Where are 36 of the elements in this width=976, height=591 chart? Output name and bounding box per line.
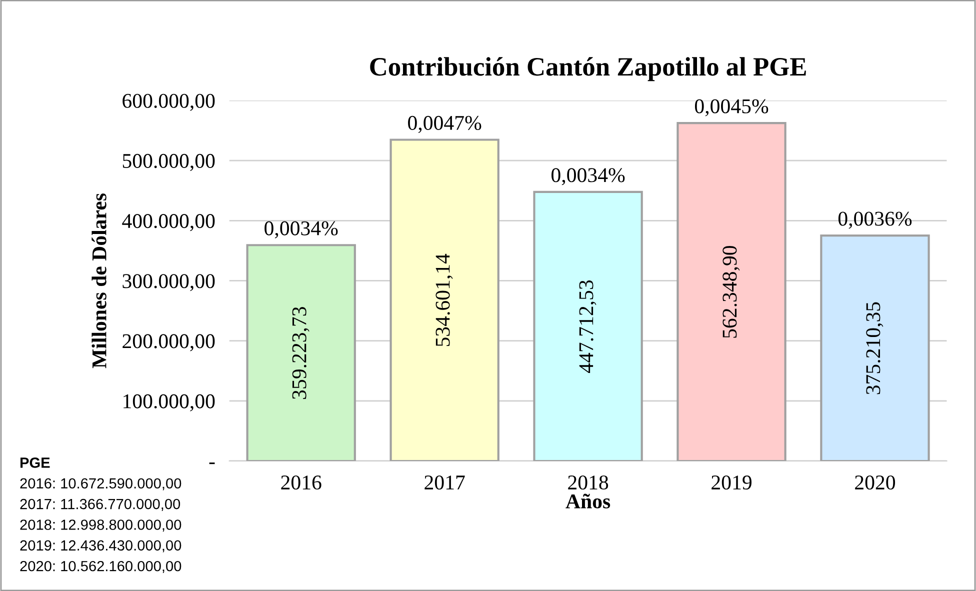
x-tick-label: 2019 bbox=[712, 475, 752, 490]
data-label: 534.601,14 bbox=[436, 254, 453, 346]
annotation: 0,0034% bbox=[264, 221, 338, 238]
y-tick-label: 200.000,00 bbox=[122, 334, 215, 352]
x-tick-label: 2020 bbox=[855, 475, 896, 490]
x-tick-label: 2018 bbox=[568, 475, 608, 490]
x-axis-title: Años bbox=[566, 494, 610, 508]
text: 2019: 12.436.430.000,00 bbox=[20, 540, 182, 552]
text: 2018: 12.998.800.000,00 bbox=[20, 520, 182, 532]
bar bbox=[246, 244, 356, 461]
bar bbox=[676, 122, 786, 461]
bar bbox=[820, 234, 930, 461]
data-label: 375.210,35 bbox=[866, 302, 884, 394]
y-axis-title: Millones de Dólares bbox=[92, 193, 106, 368]
annotation: 0,0034% bbox=[552, 168, 625, 186]
y-tick-label: 500.000,00 bbox=[122, 154, 215, 171]
text: 2020: 10.562.160.000,00 bbox=[20, 560, 182, 573]
y-tick-label: 400.000,00 bbox=[122, 214, 215, 232]
y-tick-label: 600.000,00 bbox=[122, 94, 215, 111]
chart-title: Contribución Cantón Zapotillo al PGE bbox=[370, 57, 806, 82]
bar bbox=[390, 138, 500, 461]
text: 2016: 10.672.590.000,00 bbox=[20, 478, 182, 490]
y-tick-label: - bbox=[209, 462, 215, 464]
annotation: 0,0047% bbox=[408, 116, 482, 133]
y-tick-label: 300.000,00 bbox=[122, 274, 215, 292]
annotation: 0,0036% bbox=[838, 212, 912, 229]
text: 2017: 11.366.770.000,00 bbox=[20, 498, 180, 511]
annotation: 0,0045% bbox=[694, 99, 768, 116]
y-tick-label: 100.000,00 bbox=[124, 394, 215, 412]
text: PGE bbox=[20, 458, 50, 468]
bar bbox=[533, 190, 643, 461]
x-tick-label: 2016 bbox=[281, 475, 322, 490]
x-tick-label: 2017 bbox=[424, 475, 465, 490]
data-label: 562.348,90 bbox=[722, 246, 740, 338]
data-label: 359.223,73 bbox=[292, 307, 310, 399]
data-label: 447.712,53 bbox=[579, 280, 596, 373]
